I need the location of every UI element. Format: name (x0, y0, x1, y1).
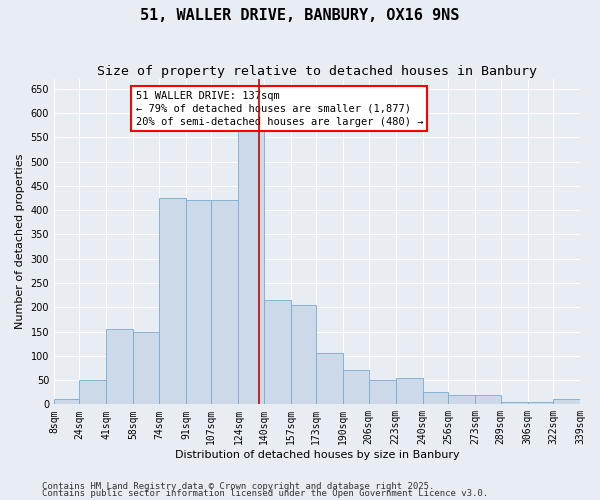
Text: 51, WALLER DRIVE, BANBURY, OX16 9NS: 51, WALLER DRIVE, BANBURY, OX16 9NS (140, 8, 460, 22)
Bar (79, 380, 106, 404)
Bar (186, 200, 211, 404)
Bar (291, 305, 316, 404)
Bar (395, 378, 422, 404)
Text: 51 WALLER DRIVE: 137sqm
← 79% of detached houses are smaller (1,877)
20% of semi: 51 WALLER DRIVE: 137sqm ← 79% of detache… (136, 90, 423, 127)
Bar (422, 392, 448, 404)
Bar (368, 380, 395, 404)
Bar (133, 332, 159, 404)
X-axis label: Distribution of detached houses by size in Banbury: Distribution of detached houses by size … (175, 450, 460, 460)
Bar (527, 402, 553, 404)
Bar (159, 198, 186, 404)
Bar (54, 400, 79, 404)
Bar (448, 394, 475, 404)
Bar (238, 130, 264, 404)
Bar (211, 200, 238, 404)
Bar (264, 300, 291, 405)
Text: Contains public sector information licensed under the Open Government Licence v3: Contains public sector information licen… (42, 489, 488, 498)
Bar (553, 400, 580, 404)
Text: Contains HM Land Registry data © Crown copyright and database right 2025.: Contains HM Land Registry data © Crown c… (42, 482, 434, 491)
Bar (343, 370, 368, 404)
Bar (106, 329, 133, 404)
Title: Size of property relative to detached houses in Banbury: Size of property relative to detached ho… (97, 65, 537, 78)
Bar (316, 354, 343, 405)
Y-axis label: Number of detached properties: Number of detached properties (15, 154, 25, 330)
Bar (475, 394, 500, 404)
Bar (500, 402, 527, 404)
